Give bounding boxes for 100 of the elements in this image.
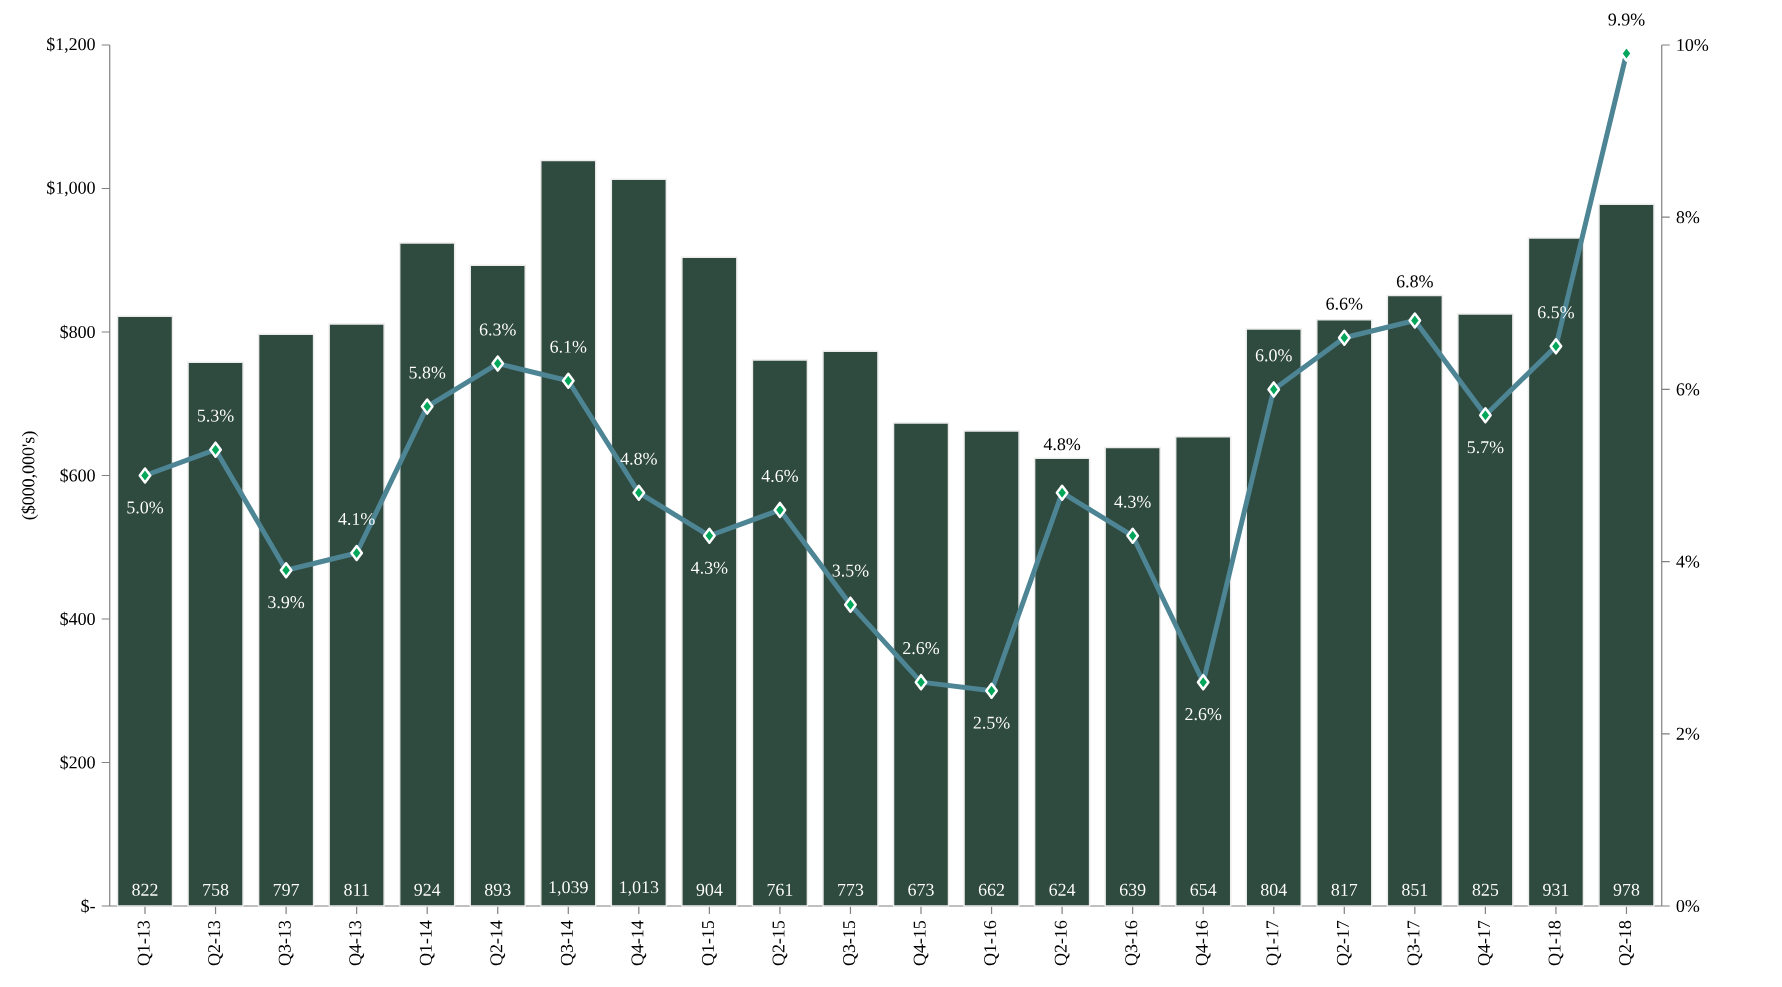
y-tick-label: $- (81, 898, 95, 914)
x-tick-label: Q1-18 (1548, 920, 1564, 966)
data-label: 6.0% (1255, 349, 1292, 362)
data-label: 797 (273, 883, 300, 896)
data-label: 825 (1472, 883, 1499, 896)
x-tick-label: Q3-17 (1407, 920, 1423, 966)
data-label: 4.1% (338, 512, 375, 526)
data-label: 6.1% (550, 340, 587, 353)
data-label: 6.5% (1538, 306, 1574, 319)
x-tick-label: Q2-14 (490, 920, 506, 966)
bar (751, 359, 809, 907)
data-label: 3.9% (268, 596, 305, 609)
data-label: 2.6% (903, 642, 940, 655)
data-label: 9.9% (1608, 13, 1645, 26)
bar (1386, 294, 1444, 907)
data-label: 1,039 (549, 881, 588, 896)
bar (892, 422, 950, 907)
data-label: 673 (908, 883, 934, 896)
data-label: 624 (1049, 883, 1076, 896)
bar (1245, 328, 1302, 907)
data-label: 817 (1331, 883, 1358, 896)
x-tick-label: Q3-13 (278, 920, 294, 966)
bar (1033, 457, 1091, 907)
bar (328, 323, 385, 907)
data-label: 893 (484, 883, 511, 896)
x-tick-label: Q1-13 (137, 920, 153, 966)
data-label: 639 (1119, 883, 1146, 896)
data-label: 662 (978, 883, 1005, 896)
data-label: 6.8% (1396, 275, 1433, 288)
y2-tick-label: 8% (1676, 211, 1700, 224)
x-tick-label: Q3-15 (843, 920, 858, 966)
y-tick-label: $200 (60, 755, 95, 770)
data-label: 758 (203, 883, 229, 896)
y-axis-title: ($000,000's) (21, 431, 39, 520)
data-label: 924 (414, 883, 441, 896)
y-tick-label: $800 (60, 324, 95, 340)
data-label: 978 (1613, 883, 1640, 896)
data-label: 6.6% (1326, 297, 1363, 310)
x-tick-label: Q3-14 (560, 920, 576, 966)
bar (187, 361, 244, 907)
data-label: 2.6% (1185, 708, 1222, 721)
data-label: 904 (696, 883, 723, 896)
bar (681, 256, 738, 907)
bar (1527, 237, 1585, 907)
data-label: 654 (1190, 883, 1217, 896)
data-label: 5.0% (127, 501, 164, 514)
data-label: 6.3% (479, 323, 516, 336)
x-tick-label: Q1-17 (1266, 920, 1282, 966)
data-label: 811 (344, 883, 369, 896)
x-tick-label: Q2-16 (1054, 920, 1070, 966)
bar (469, 264, 526, 907)
x-tick-label: Q1-14 (419, 920, 435, 966)
bar (1104, 446, 1161, 907)
y-tick-label: $1,200 (47, 37, 95, 53)
y-tick-label: $400 (60, 611, 95, 627)
data-label: 5.8% (409, 366, 446, 379)
x-tick-label: Q4-16 (1195, 920, 1211, 966)
data-label: 773 (838, 883, 864, 896)
data-label: 2.5% (973, 716, 1010, 729)
data-label: 4.8% (1043, 438, 1081, 451)
x-tick-label: Q2-18 (1619, 920, 1634, 966)
x-tick-label: Q2-17 (1336, 920, 1352, 966)
x-tick-label: Q1-15 (701, 920, 717, 966)
bar (1598, 203, 1655, 907)
bar (610, 178, 668, 907)
bar (1174, 436, 1232, 907)
y-tick-label: $1,000 (47, 180, 95, 197)
data-label: 931 (1543, 883, 1569, 896)
data-label: 3.5% (832, 564, 869, 577)
y2-tick-label: 4% (1676, 555, 1700, 568)
y-tick-label: $600 (60, 468, 95, 483)
x-tick-label: Q4-13 (349, 920, 365, 966)
y2-tick-label: 6% (1676, 383, 1700, 396)
data-label: 4.3% (691, 561, 728, 574)
bar (398, 242, 456, 907)
y2-tick-label: 10% (1677, 38, 1709, 52)
x-tick-label: Q4-14 (631, 920, 647, 966)
y2-tick-label: 0% (1676, 899, 1700, 913)
data-label: 804 (1260, 883, 1287, 896)
bar (822, 350, 879, 907)
data-label: 4.8% (620, 452, 657, 465)
data-label: 761 (767, 883, 793, 896)
data-label: 1,013 (620, 881, 659, 896)
data-label: 4.6% (761, 469, 798, 483)
bar (1316, 319, 1373, 907)
x-tick-label: Q2-13 (208, 920, 223, 966)
x-tick-label: Q4-17 (1477, 920, 1493, 966)
data-label: 822 (132, 883, 158, 896)
bar (257, 333, 315, 907)
y2-tick-label: 2% (1676, 727, 1700, 740)
data-label: 851 (1402, 883, 1428, 896)
x-tick-label: Q1-16 (984, 920, 999, 966)
x-tick-label: Q3-16 (1125, 920, 1141, 966)
data-label: 5.7% (1467, 441, 1504, 454)
bar (540, 159, 597, 907)
x-tick-label: Q2-15 (772, 920, 788, 966)
x-tick-label: Q4-15 (913, 920, 929, 966)
data-label: 4.3% (1114, 495, 1151, 508)
data-label: 5.3% (197, 409, 234, 422)
bar (963, 430, 1020, 907)
